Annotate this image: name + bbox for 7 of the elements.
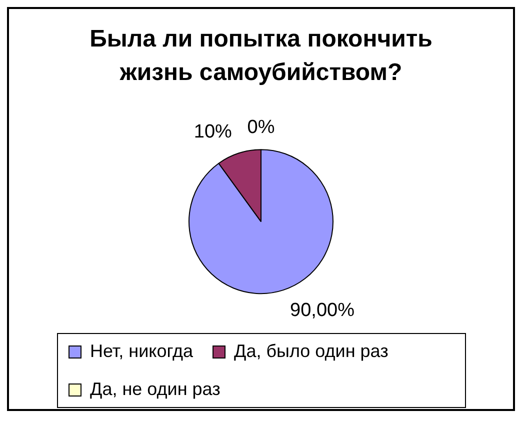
- data-label: 90,00%: [290, 300, 355, 322]
- legend-label: Да, было один раз: [234, 340, 388, 361]
- text: 0%: [247, 116, 275, 138]
- legend-label: Нет, никогда: [90, 340, 194, 361]
- chart-title: Была ли попытка покончить жизнь самоубийством?: [90, 25, 432, 86]
- data-label: 10%: [194, 121, 232, 142]
- legend-label: Да, не один раз: [90, 378, 220, 399]
